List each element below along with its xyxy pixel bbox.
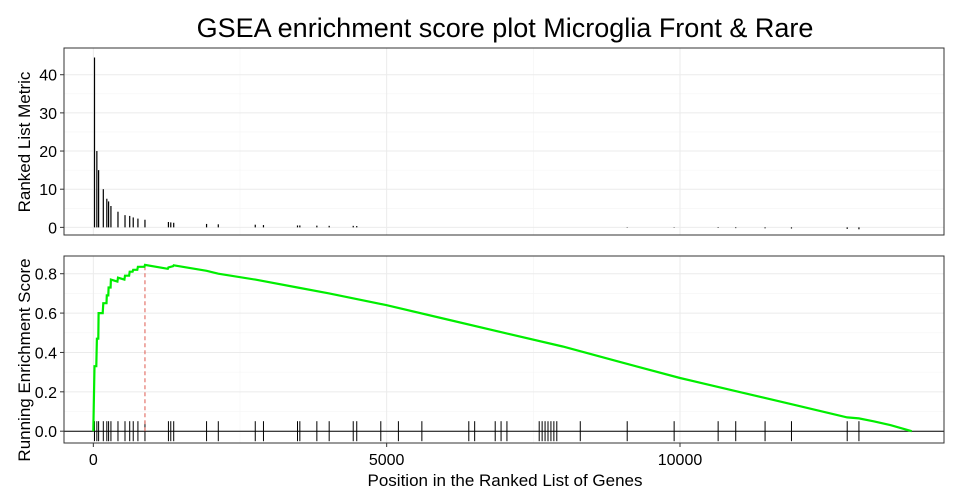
top-y-tick-label: 0: [48, 220, 57, 237]
x-tick-label: 0: [89, 452, 98, 469]
x-tick-label: 5000: [369, 452, 405, 469]
bottom-y-tick-label: 0.6: [35, 306, 57, 323]
x-axis-title: Position in the Ranked List of Genes: [368, 471, 643, 490]
top-y-tick-label: 10: [39, 182, 57, 199]
bottom-y-tick-label: 0.2: [35, 385, 57, 402]
top-y-axis-title: Ranked List Metric: [15, 71, 34, 212]
top-y-tick-label: 20: [39, 144, 57, 161]
chart-title: GSEA enrichment score plot Microglia Fro…: [197, 13, 814, 43]
bottom-y-axis-title: Running Enrichment Score: [15, 258, 34, 461]
bottom-y-tick-label: 0.8: [35, 267, 57, 284]
top-panel: 0 10 20 30 40: [39, 47, 945, 237]
top-y-tick-label: 30: [39, 106, 57, 123]
top-panel-border: [63, 47, 945, 236]
bottom-y-tick-label: 0.4: [35, 345, 57, 362]
top-y-tick-label: 40: [39, 68, 57, 85]
x-tick-label: 10000: [658, 452, 703, 469]
bottom-y-tick-label: 0.0: [35, 424, 57, 441]
bottom-panel: 0.0 0.2 0.4 0.6 0.8 0 5000 10000: [35, 255, 945, 469]
running-es-line: [92, 263, 913, 433]
bottom-panel-border: [63, 255, 945, 444]
